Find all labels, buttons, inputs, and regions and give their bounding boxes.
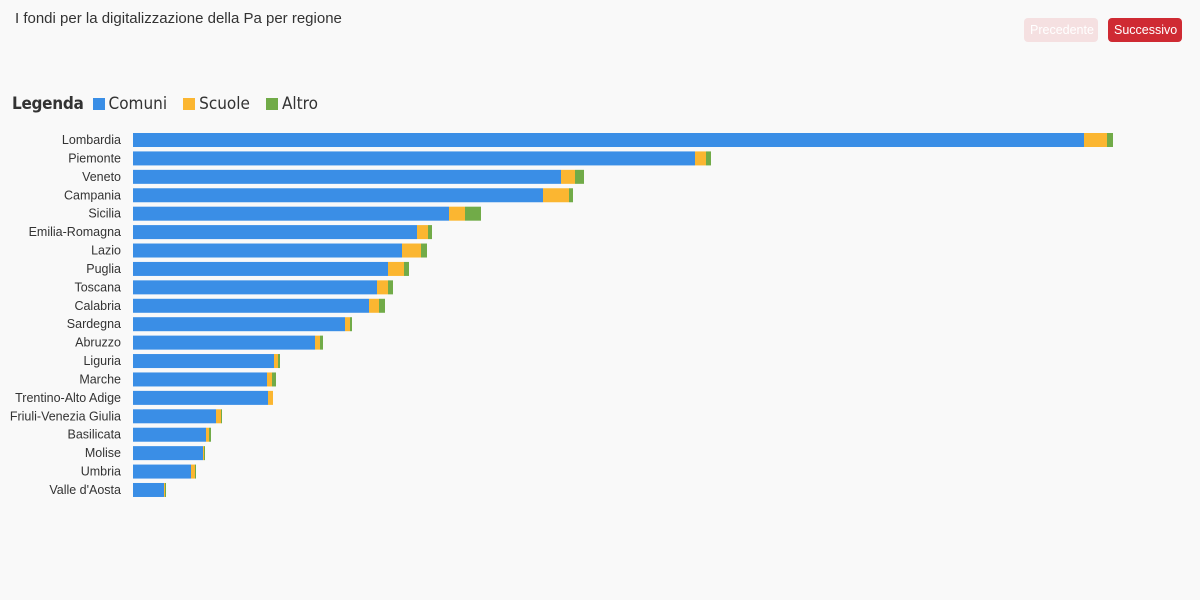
bar-piemonte-altro[interactable] bbox=[706, 151, 711, 166]
bar-umbria-scuole[interactable] bbox=[191, 464, 195, 479]
bar-basilicata-comuni[interactable] bbox=[133, 427, 206, 442]
bar-emilia-romagna-altro[interactable] bbox=[428, 225, 432, 240]
bar-calabria-comuni[interactable] bbox=[133, 298, 369, 313]
category-label-puglia: Puglia bbox=[86, 262, 121, 276]
category-label-molise: Molise bbox=[85, 446, 121, 460]
category-label-toscana: Toscana bbox=[74, 280, 121, 294]
bar-sicilia-altro[interactable] bbox=[465, 206, 481, 221]
bar-veneto-altro[interactable] bbox=[575, 169, 584, 184]
category-label-basilicata: Basilicata bbox=[68, 428, 122, 442]
category-label-liguria: Liguria bbox=[83, 354, 121, 368]
legend-swatch-comuni bbox=[92, 98, 105, 110]
bar-lombardia-altro[interactable] bbox=[1107, 133, 1113, 147]
category-label-calabria: Calabria bbox=[74, 299, 121, 313]
bar-umbria-altro[interactable] bbox=[195, 464, 196, 479]
bar-piemonte-comuni[interactable] bbox=[133, 151, 695, 166]
bar-campania-comuni[interactable] bbox=[133, 188, 543, 203]
legend-swatch-scuole bbox=[183, 98, 196, 110]
bar-trentino-alto-adige-comuni[interactable] bbox=[133, 390, 268, 405]
category-label-friuli-venezia-giulia: Friuli-Venezia Giulia bbox=[10, 409, 121, 423]
bar-toscana-comuni[interactable] bbox=[133, 280, 377, 295]
bar-sardegna-altro[interactable] bbox=[350, 317, 352, 332]
category-label-sicilia: Sicilia bbox=[88, 207, 121, 221]
bar-puglia-altro[interactable] bbox=[404, 261, 409, 276]
bar-veneto-scuole[interactable] bbox=[561, 169, 575, 184]
bar-toscana-altro[interactable] bbox=[388, 280, 393, 295]
category-label-lombardia: Lombardia bbox=[62, 133, 121, 147]
legend-label-comuni: Comuni bbox=[108, 94, 168, 114]
bar-sardegna-scuole[interactable] bbox=[345, 317, 350, 332]
legend-label-scuole: Scuole bbox=[199, 94, 250, 114]
category-label-campania: Campania bbox=[64, 188, 121, 202]
bar-molise-comuni[interactable] bbox=[133, 446, 203, 461]
legend-item-altro[interactable]: Altro bbox=[265, 94, 318, 114]
bar-veneto-comuni[interactable] bbox=[133, 169, 561, 184]
legend-title: Legenda bbox=[12, 94, 84, 114]
bar-trentino-alto-adige-scuole[interactable] bbox=[268, 390, 273, 405]
bar-lombardia-comuni[interactable] bbox=[133, 133, 1084, 147]
bar-friuli-venezia-giulia-altro[interactable] bbox=[221, 409, 222, 424]
bar-molise-scuole[interactable] bbox=[203, 446, 204, 461]
bar-emilia-romagna-scuole[interactable] bbox=[417, 225, 428, 240]
bar-toscana-scuole[interactable] bbox=[377, 280, 388, 295]
category-label-marche: Marche bbox=[79, 372, 121, 386]
bar-puglia-comuni[interactable] bbox=[133, 261, 388, 276]
category-label-lazio: Lazio bbox=[91, 244, 121, 258]
bar-valle-d-aosta-altro[interactable] bbox=[165, 482, 166, 497]
bar-abruzzo-scuole[interactable] bbox=[315, 335, 320, 350]
category-label-piemonte: Piemonte bbox=[68, 151, 121, 165]
bar-abruzzo-comuni[interactable] bbox=[133, 335, 315, 350]
legend: Legenda Comuni Scuole Altro bbox=[12, 92, 334, 116]
legend-item-comuni[interactable]: Comuni bbox=[92, 94, 168, 114]
bar-marche-altro[interactable] bbox=[272, 372, 276, 387]
bar-lombardia-scuole[interactable] bbox=[1084, 133, 1107, 147]
bar-sicilia-comuni[interactable] bbox=[133, 206, 449, 221]
category-label-sardegna: Sardegna bbox=[67, 317, 121, 331]
bar-valle-d-aosta-scuole[interactable] bbox=[164, 482, 165, 497]
previous-button[interactable]: Precedente bbox=[1024, 18, 1098, 42]
bar-lazio-altro[interactable] bbox=[421, 243, 427, 258]
category-label-umbria: Umbria bbox=[81, 465, 121, 479]
bar-lazio-comuni[interactable] bbox=[133, 243, 402, 258]
legend-label-altro: Altro bbox=[281, 94, 318, 114]
bar-calabria-scuole[interactable] bbox=[369, 298, 379, 313]
bar-campania-scuole[interactable] bbox=[543, 188, 569, 203]
bar-marche-comuni[interactable] bbox=[133, 372, 267, 387]
bar-valle-d-aosta-comuni[interactable] bbox=[133, 482, 164, 497]
legend-item-scuole[interactable]: Scuole bbox=[183, 94, 250, 114]
bar-campania-altro[interactable] bbox=[569, 188, 573, 203]
category-label-valle-d-aosta: Valle d'Aosta bbox=[49, 483, 121, 497]
bar-sicilia-scuole[interactable] bbox=[449, 206, 465, 221]
bar-calabria-altro[interactable] bbox=[379, 298, 385, 313]
bar-sardegna-comuni[interactable] bbox=[133, 317, 345, 332]
bar-liguria-scuole[interactable] bbox=[274, 354, 278, 369]
category-label-veneto: Veneto bbox=[82, 170, 121, 184]
bar-abruzzo-altro[interactable] bbox=[320, 335, 323, 350]
bar-puglia-scuole[interactable] bbox=[388, 261, 404, 276]
next-button[interactable]: Successivo bbox=[1108, 18, 1182, 42]
page-title: I fondi per la digitalizzazione della Pa… bbox=[15, 10, 342, 27]
category-label-abruzzo: Abruzzo bbox=[75, 336, 121, 350]
category-label-emilia-romagna: Emilia-Romagna bbox=[29, 225, 121, 239]
bar-umbria-comuni[interactable] bbox=[133, 464, 191, 479]
bar-lazio-scuole[interactable] bbox=[402, 243, 421, 258]
legend-swatch-altro bbox=[265, 98, 278, 110]
category-label-trentino-alto-adige: Trentino-Alto Adige bbox=[15, 391, 121, 405]
bar-piemonte-scuole[interactable] bbox=[695, 151, 706, 166]
bar-basilicata-scuole[interactable] bbox=[206, 427, 209, 442]
bar-friuli-venezia-giulia-comuni[interactable] bbox=[133, 409, 216, 424]
bar-liguria-altro[interactable] bbox=[278, 354, 280, 369]
bar-friuli-venezia-giulia-scuole[interactable] bbox=[216, 409, 221, 424]
bar-emilia-romagna-comuni[interactable] bbox=[133, 225, 417, 240]
bar-molise-altro[interactable] bbox=[204, 446, 205, 461]
bar-basilicata-altro[interactable] bbox=[209, 427, 211, 442]
bar-marche-scuole[interactable] bbox=[267, 372, 272, 387]
bar-liguria-comuni[interactable] bbox=[133, 354, 274, 369]
